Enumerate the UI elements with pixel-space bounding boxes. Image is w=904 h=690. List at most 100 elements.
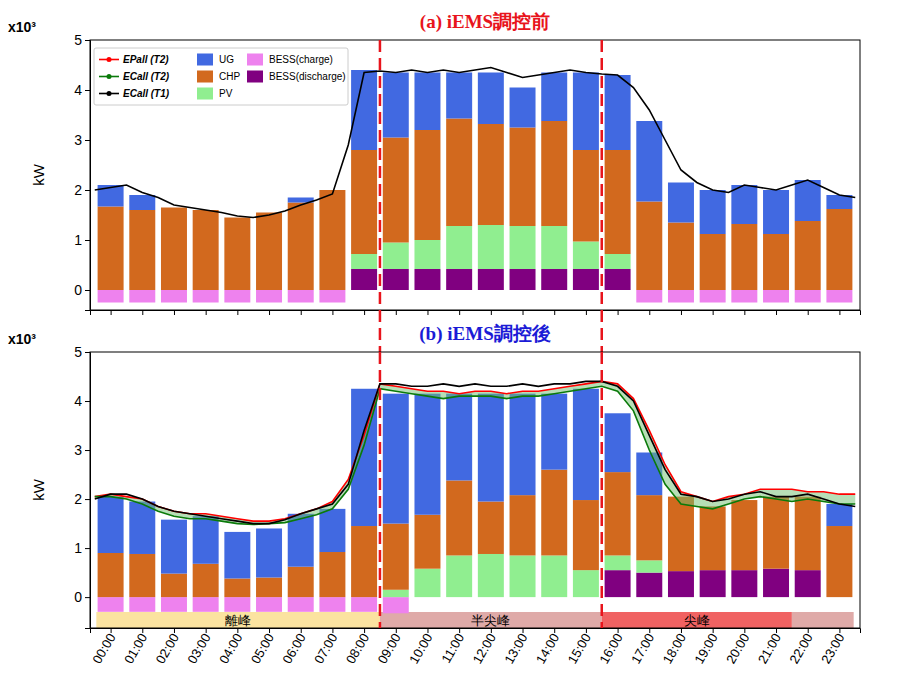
y-tick-mark [85,548,90,549]
bar [541,73,567,122]
bar [351,597,377,612]
bar [478,269,504,290]
x-tick-mark [269,310,270,315]
bar [256,213,282,291]
bar [510,495,536,555]
y-tick-mark [85,401,90,402]
y-tick: 0 [74,282,90,298]
bar [731,570,757,597]
x-tick-mark [301,310,302,315]
x-tick [237,310,238,315]
bar [795,497,821,571]
x-tick-mark [776,310,777,315]
x-tick-mark [142,310,143,315]
x-tick-label: 01:00 [121,631,150,667]
y-tick: 1 [74,232,90,248]
bar [256,578,282,598]
bar [668,571,694,597]
bar [446,394,472,481]
bar [668,183,694,223]
x-tick [713,310,714,315]
x-tick: 04:00 [216,628,245,666]
bar [700,570,726,597]
bar [668,223,694,291]
y-axis: 012345 [74,344,90,629]
y-tick-label: 1 [74,540,82,556]
line [95,68,855,218]
x-tick-mark [681,628,682,633]
x-tick-label: 08:00 [343,631,372,667]
y-tick-mark [85,290,90,291]
bar [731,185,757,224]
x-tick-mark [839,310,840,315]
bar [193,597,219,612]
bar [573,570,599,597]
bar [288,203,314,291]
x-tick-label: 23:00 [818,631,847,667]
x-tick [111,310,112,315]
bar [510,128,536,227]
bar [161,290,187,303]
bar [510,555,536,597]
bar [668,290,694,303]
y-tick: 5 [74,344,90,360]
y-tick: 4 [74,393,90,409]
x-tick: 10:00 [406,628,435,666]
x-tick [808,310,809,315]
bar [446,73,472,119]
bar [541,555,567,597]
bar [731,290,757,303]
x-tick-mark [427,628,428,633]
x-tick: 17:00 [628,628,657,666]
panel: 離峰半尖峰尖峰01234500:0001:0002:0003:0004:0005… [8,323,861,666]
bar [161,574,187,598]
bar [636,121,662,202]
x-tick-mark [523,310,524,315]
x-axis-line [91,311,861,316]
panel: 012345kWx10³(a) iEMS調控前EPall (T2)ECall (… [8,11,861,352]
x-tick-label: 00:00 [89,631,118,667]
y-tick-label: 0 [74,589,82,605]
x-tick: 05:00 [248,628,277,666]
y-tick-mark [85,499,90,500]
y-tick: 3 [74,442,90,458]
x-tick-mark [649,310,650,315]
period-band [602,612,792,628]
bar [541,470,567,556]
legend-item: ECall (T2) [99,71,170,82]
y-tick-label: 3 [74,442,82,458]
legend-swatch [247,54,263,66]
bar [573,389,599,500]
x-tick-label: 06:00 [279,631,308,667]
y-axis-title: kW [30,478,47,501]
bar [224,290,250,303]
x-tick-mark [713,310,714,315]
x-tick-mark [744,628,745,633]
bar [224,597,250,612]
period-band [380,612,602,628]
x-tick [332,310,333,315]
y-tick-label: 5 [74,344,82,360]
legend-item: BESS(charge) [247,54,333,66]
bar [573,73,599,151]
x-tick-label: 05:00 [248,631,277,667]
x-tick-mark [301,628,302,633]
x-axis [91,310,861,315]
bar [414,394,440,515]
bar [700,506,726,570]
bar [414,130,440,240]
x-tick-label: 13:00 [501,631,530,667]
bar [700,190,726,234]
x-tick [459,310,460,315]
legend-label: ECall (T1) [123,88,170,99]
divider-line [379,352,382,628]
x-tick-mark [332,310,333,315]
bar [605,570,631,597]
y-tick-label: 1 [74,232,82,248]
legend-label: ECall (T2) [123,71,170,82]
bar [446,269,472,290]
legend-marker-symbol [107,74,112,79]
bar [161,597,187,612]
bar [414,269,440,290]
x-tick: 03:00 [184,628,213,666]
